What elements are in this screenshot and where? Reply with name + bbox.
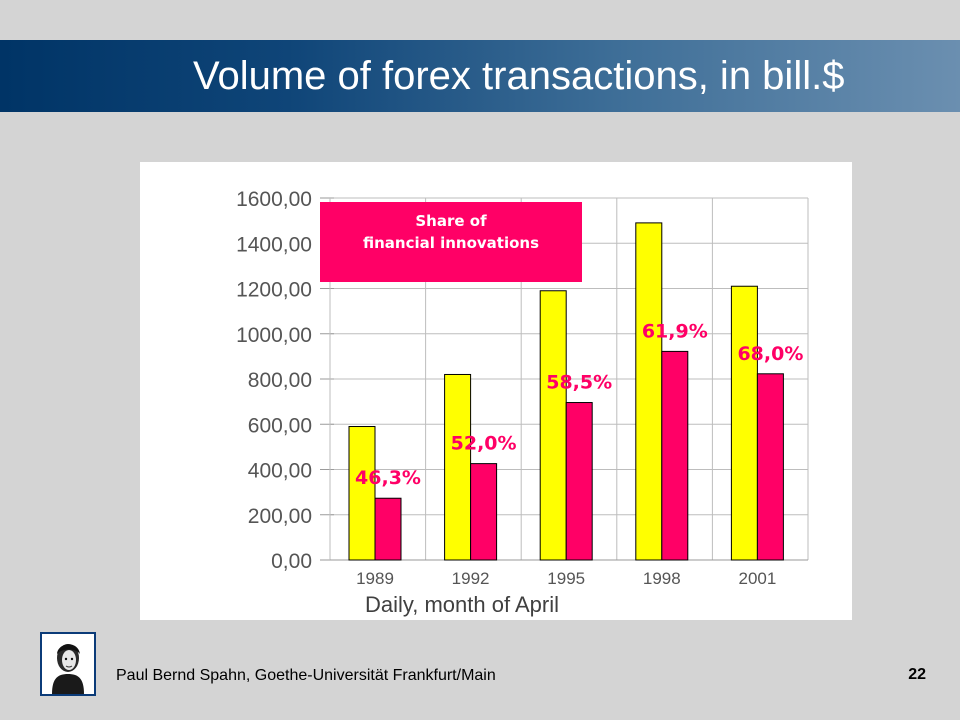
- data-label-share: 46,3%: [355, 467, 421, 489]
- y-tick-label: 400,00: [248, 460, 312, 483]
- chart-caption: Daily, month of April: [364, 592, 559, 617]
- university-logo: [40, 632, 96, 696]
- legend-box: [320, 202, 582, 282]
- title-band: [0, 40, 960, 112]
- x-tick-label: 1998: [643, 569, 681, 588]
- bar-total-volume: [444, 373, 472, 561]
- y-tick-label: 1400,00: [236, 233, 312, 256]
- bar-total-volume: [635, 222, 663, 561]
- slide-title: Volume of forex transactions, in bill.$: [193, 54, 845, 98]
- bar-total-volume: [539, 290, 567, 561]
- bar-financial-innovations: [470, 463, 498, 561]
- bar-financial-innovations: [374, 497, 402, 561]
- bar-financial-innovations: [661, 350, 689, 561]
- y-tick-label: 1200,00: [236, 279, 312, 302]
- legend-label: Share of: [415, 212, 487, 230]
- legend-label: financial innovations: [363, 234, 539, 252]
- y-tick-label: 1000,00: [236, 324, 312, 347]
- x-tick-label: 2001: [738, 569, 776, 588]
- y-tick-label: 0,00: [271, 550, 312, 573]
- data-label-share: 52,0%: [451, 433, 517, 455]
- bar-financial-innovations: [565, 402, 593, 561]
- data-label-share: 58,5%: [546, 372, 612, 394]
- bar-financial-innovations: [756, 373, 784, 561]
- data-label-share: 68,0%: [737, 343, 803, 365]
- chart-panel: 0,00 200,00 400,00 600,00 800,00 1000,00 1200,…: [140, 162, 852, 620]
- bar-chart: 0,00 200,00 400,00 600,00 800,00 1000,00 1200,…: [236, 188, 809, 588]
- page-number: 22: [908, 666, 926, 683]
- bar-total-volume: [730, 285, 758, 561]
- x-tick-label: 1995: [547, 569, 585, 588]
- x-tick-label: 1992: [452, 569, 490, 588]
- y-tick-label: 200,00: [248, 505, 312, 528]
- data-label-share: 61,9%: [642, 320, 708, 342]
- y-tick-label: 1600,00: [236, 188, 312, 211]
- y-tick-label: 800,00: [248, 369, 312, 392]
- x-tick-label: 1989: [356, 569, 394, 588]
- goethe-portrait-icon: [42, 634, 94, 694]
- bar-total-volume: [348, 426, 376, 561]
- footer-author: Paul Bernd Spahn, Goethe-Universität Fra…: [116, 667, 496, 684]
- y-tick-label: 600,00: [248, 414, 312, 437]
